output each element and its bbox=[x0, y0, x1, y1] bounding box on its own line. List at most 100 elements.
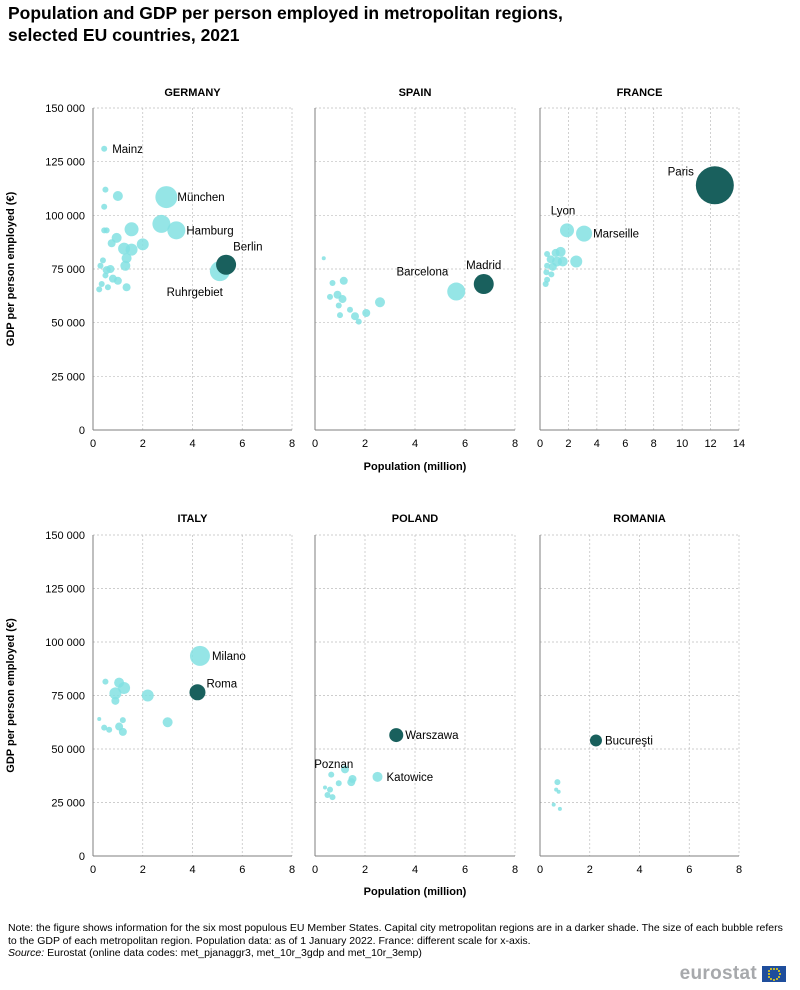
panel-romania: ROMANIA 0 2 4 6 8 Bucureşti bbox=[537, 513, 742, 876]
region-bubble bbox=[548, 262, 557, 271]
x-tick-label: 6 bbox=[622, 438, 628, 450]
bubble-label: Ruhrgebiet bbox=[167, 287, 224, 299]
region-bubble bbox=[542, 281, 549, 288]
region-bubble bbox=[101, 145, 108, 152]
region-bubble bbox=[141, 689, 154, 702]
region-bubble bbox=[544, 262, 551, 269]
region-bubble bbox=[97, 717, 102, 722]
chart-title-line-2: selected EU countries, 2021 bbox=[8, 25, 240, 45]
region-bubble bbox=[102, 272, 109, 279]
y-tick-label: 125 000 bbox=[45, 584, 85, 596]
x-tick-label: 2 bbox=[362, 438, 368, 450]
x-tick-label: 0 bbox=[537, 438, 543, 450]
panel-germany: GERMANY 0 2 4 6 8 0 25 000 50 000 75 000 100 000 12… bbox=[5, 87, 295, 450]
x-tick-label: 0 bbox=[90, 864, 96, 876]
x-tick-label: 8 bbox=[289, 438, 295, 450]
eu-flag-star bbox=[770, 968, 773, 971]
panel-title: GERMANY bbox=[164, 87, 221, 99]
y-axis-label: GDP per person employed (€) bbox=[5, 618, 17, 773]
source-line: Source: Eurostat (online data codes: met… bbox=[8, 947, 788, 960]
y-tick-label: 0 bbox=[79, 851, 85, 863]
region-bubble bbox=[119, 717, 126, 724]
eurostat-logo-text: eurostat bbox=[679, 963, 757, 984]
panel-title: ITALY bbox=[178, 513, 209, 525]
region-bubble bbox=[122, 283, 131, 292]
region-bubble bbox=[162, 717, 173, 728]
bubble-label: Katowice bbox=[387, 772, 434, 784]
capital-bubble bbox=[589, 734, 602, 747]
eu-flag-star bbox=[770, 977, 773, 980]
panel-title: ROMANIA bbox=[613, 513, 666, 525]
y-tick-label: 125 000 bbox=[45, 157, 85, 169]
x-tick-label: 0 bbox=[312, 864, 318, 876]
panel-italy: ITALY 0 2 4 6 8 0 25 000 50 000 75 000 100 000 125 … bbox=[5, 513, 295, 876]
region-bubble bbox=[324, 792, 331, 799]
eu-flag-star bbox=[773, 967, 775, 970]
region-bubble bbox=[576, 225, 593, 242]
eu-flag-star bbox=[775, 968, 778, 971]
region-bubble bbox=[362, 309, 371, 318]
region-bubble bbox=[104, 284, 111, 291]
region-bubble bbox=[554, 779, 561, 786]
region-bubble bbox=[556, 789, 561, 794]
x-tick-label: 2 bbox=[362, 864, 368, 876]
region-bubble bbox=[107, 239, 116, 248]
x-tick-label: 10 bbox=[676, 438, 688, 450]
bubble-label: Poznan bbox=[314, 759, 353, 771]
x-tick-label: 8 bbox=[512, 438, 518, 450]
region-bubble bbox=[106, 265, 115, 273]
footnotes: Note: the figure shows information for t… bbox=[8, 922, 788, 960]
y-tick-label: 50 000 bbox=[51, 744, 85, 756]
eu-flag-star bbox=[775, 977, 778, 980]
region-bubble bbox=[372, 771, 383, 782]
bubble-label: Barcelona bbox=[396, 267, 448, 279]
bubble-label: Roma bbox=[206, 678, 237, 690]
region-bubble bbox=[335, 780, 342, 787]
region-bubble bbox=[570, 255, 583, 268]
region-bubble bbox=[121, 253, 132, 264]
bubble-label: Mainz bbox=[112, 144, 143, 156]
region-bubble bbox=[124, 222, 139, 237]
region-bubble bbox=[323, 785, 327, 790]
bubble-label: Paris bbox=[668, 166, 694, 178]
region-bubble bbox=[111, 696, 120, 705]
x-tick-label: 6 bbox=[462, 438, 468, 450]
bubble-label: Milano bbox=[212, 651, 246, 663]
panel-poland: POLAND 0 2 4 6 8 Katowice Poznan Warszawa bbox=[312, 513, 518, 876]
x-tick-label: 6 bbox=[462, 864, 468, 876]
x-tick-label: 4 bbox=[412, 438, 418, 450]
region-bubble bbox=[551, 802, 556, 807]
region-bubble bbox=[447, 282, 466, 301]
y-axis-label: GDP per person employed (€) bbox=[5, 191, 17, 346]
source-text: Eurostat (online data codes: met_pjanagg… bbox=[44, 947, 422, 959]
region-bubble bbox=[136, 238, 149, 251]
region-bubble bbox=[347, 306, 353, 313]
y-tick-label: 150 000 bbox=[45, 103, 85, 115]
x-tick-label: 8 bbox=[512, 864, 518, 876]
chart-title-line-1: Population and GDP per person employed i… bbox=[8, 3, 563, 23]
region-bubble bbox=[335, 302, 342, 309]
region-bubble bbox=[329, 279, 336, 286]
chart-title: Population and GDP per person employed i… bbox=[8, 2, 788, 46]
region-bubble bbox=[328, 771, 335, 778]
x-tick-label: 2 bbox=[565, 438, 571, 450]
y-tick-label: 75 000 bbox=[51, 691, 85, 703]
region-bubble bbox=[101, 724, 108, 731]
panel-title: FRANCE bbox=[617, 87, 663, 99]
region-bubble bbox=[351, 312, 359, 321]
y-tick-label: 75 000 bbox=[51, 264, 85, 276]
bubble-label: Hamburg bbox=[186, 225, 233, 237]
region-bubble bbox=[152, 214, 171, 233]
x-tick-label: 0 bbox=[537, 864, 543, 876]
capital-bubble bbox=[189, 684, 206, 701]
region-bubble bbox=[327, 786, 333, 793]
eu-flag-star bbox=[768, 970, 771, 973]
x-tick-label: 2 bbox=[587, 864, 593, 876]
region-bubble bbox=[341, 765, 349, 774]
capital-bubble bbox=[473, 274, 494, 295]
bubble-label: Bucureşti bbox=[605, 735, 653, 747]
eurostat-logo: eurostat bbox=[680, 963, 786, 985]
source-label: Source: bbox=[8, 947, 45, 959]
x-tick-label: 8 bbox=[736, 864, 742, 876]
